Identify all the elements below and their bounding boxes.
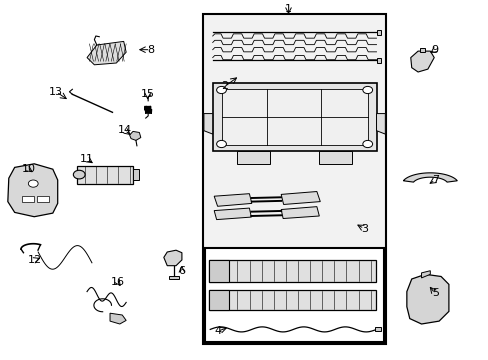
Text: 14: 14 [118,125,131,135]
Polygon shape [129,131,141,140]
Text: 5: 5 [431,288,438,298]
Polygon shape [281,207,319,219]
Bar [209,290,375,310]
Polygon shape [376,58,381,63]
Circle shape [73,170,85,179]
Text: 8: 8 [147,45,154,55]
Text: 1: 1 [285,4,291,14]
Polygon shape [281,192,320,204]
Bar [77,166,133,184]
Polygon shape [8,164,58,217]
Text: 10: 10 [21,164,35,174]
Text: 15: 15 [141,89,154,99]
Polygon shape [214,194,251,206]
Polygon shape [410,51,433,72]
Circle shape [362,140,372,148]
Polygon shape [237,151,269,164]
Polygon shape [406,274,448,324]
Polygon shape [403,173,456,182]
Polygon shape [214,208,251,220]
Polygon shape [203,114,212,134]
Text: 13: 13 [49,87,63,97]
Text: 3: 3 [360,224,367,234]
Polygon shape [374,327,381,331]
Circle shape [216,86,226,94]
Circle shape [28,180,38,187]
Text: 11: 11 [80,154,94,164]
Bar [209,260,375,282]
Polygon shape [419,48,425,52]
Text: 7: 7 [431,175,438,185]
Bar [212,83,376,151]
Text: 16: 16 [110,276,124,287]
Circle shape [216,140,226,148]
Bar [22,196,34,202]
Text: 12: 12 [28,255,42,265]
Bar [203,14,386,344]
Bar [209,260,228,282]
Polygon shape [87,41,126,65]
Polygon shape [168,276,179,279]
Text: 9: 9 [431,45,438,55]
Bar [209,290,228,310]
Polygon shape [421,271,429,278]
Bar [205,248,383,342]
Bar [37,196,49,202]
Text: 2: 2 [221,81,228,91]
Text: 4: 4 [214,326,221,336]
Polygon shape [376,114,385,134]
Text: 6: 6 [178,266,185,276]
Bar [221,89,367,145]
Polygon shape [110,313,126,324]
Polygon shape [376,30,381,35]
Polygon shape [163,250,182,266]
Polygon shape [133,169,139,180]
Circle shape [362,86,372,94]
Polygon shape [319,151,351,164]
